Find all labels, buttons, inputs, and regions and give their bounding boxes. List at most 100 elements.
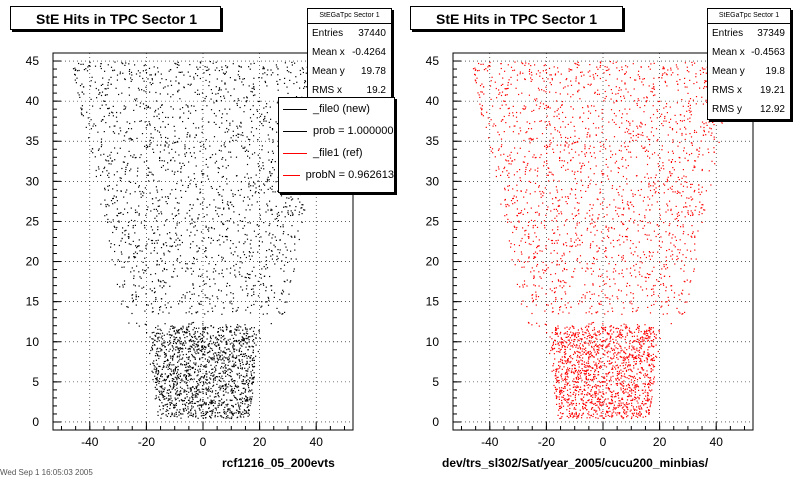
scatter-point	[219, 389, 221, 391]
scatter-point	[620, 96, 622, 98]
scatter-point	[107, 155, 109, 157]
scatter-point	[216, 213, 218, 215]
scatter-point	[713, 136, 715, 138]
scatter-point	[111, 259, 113, 261]
scatter-point	[691, 61, 693, 63]
scatter-point	[209, 74, 211, 76]
scatter-point	[171, 400, 173, 402]
scatter-point	[114, 264, 116, 266]
scatter-point	[212, 271, 214, 273]
scatter-point	[615, 336, 617, 338]
scatter-point	[153, 179, 155, 181]
scatter-point	[249, 222, 251, 224]
scatter-point	[668, 224, 670, 227]
scatter-point	[575, 245, 577, 247]
scatter-point	[545, 86, 547, 88]
scatter-point	[190, 412, 192, 414]
scatter-point	[193, 388, 196, 390]
scatter-point	[243, 339, 245, 341]
scatter-point	[167, 366, 169, 368]
scatter-point	[702, 154, 704, 156]
scatter-point	[219, 400, 221, 402]
scatter-point	[617, 358, 619, 360]
scatter-point	[241, 275, 243, 277]
scatter-point	[174, 413, 176, 415]
scatter-point	[247, 293, 249, 295]
scatter-point	[209, 377, 211, 379]
scatter-point	[180, 340, 182, 343]
scatter-point	[277, 211, 280, 214]
scatter-point	[295, 96, 298, 98]
scatter-point	[210, 186, 212, 188]
scatter-point	[571, 400, 573, 402]
scatter-point	[128, 180, 130, 182]
scatter-point	[128, 236, 130, 238]
scatter-point	[227, 392, 229, 394]
scatter-point	[188, 375, 190, 377]
scatter-point	[171, 276, 173, 278]
scatter-point	[153, 151, 155, 153]
scatter-point	[250, 131, 252, 133]
scatter-point	[191, 219, 193, 221]
scatter-point	[184, 407, 186, 409]
scatter-point	[553, 66, 555, 68]
scatter-point	[512, 69, 514, 72]
scatter-point	[125, 191, 127, 193]
scatter-point	[535, 236, 537, 238]
scatter-point	[202, 354, 204, 356]
scatter-point	[145, 144, 148, 146]
scatter-point	[128, 233, 130, 235]
scatter-point	[178, 239, 181, 241]
scatter-point	[566, 142, 568, 144]
scatter-point	[244, 146, 246, 148]
scatter-point	[239, 220, 241, 222]
scatter-point	[690, 250, 692, 252]
scatter-point	[654, 183, 656, 185]
scatter-point	[622, 202, 624, 204]
scatter-point	[696, 81, 698, 83]
scatter-point	[296, 81, 298, 83]
scatter-point	[623, 356, 625, 358]
scatter-point	[156, 115, 158, 117]
scatter-point	[246, 238, 249, 240]
scatter-point	[604, 328, 606, 331]
scatter-point	[259, 261, 261, 263]
scatter-point	[222, 387, 224, 389]
scatter-point	[260, 189, 262, 191]
scatter-point	[227, 386, 229, 388]
scatter-point	[159, 347, 161, 349]
scatter-point	[551, 346, 553, 348]
scatter-point	[203, 345, 206, 347]
scatter-point	[245, 396, 247, 398]
scatter-point	[649, 189, 652, 192]
scatter-point	[500, 120, 502, 122]
scatter-point	[556, 109, 558, 112]
scatter-point	[507, 84, 509, 86]
scatter-point	[259, 115, 262, 117]
scatter-point	[549, 352, 551, 355]
scatter-point	[143, 80, 145, 82]
scatter-point	[606, 338, 608, 340]
scatter-point	[193, 342, 195, 344]
scatter-point	[276, 255, 278, 257]
scatter-point	[532, 301, 534, 303]
scatter-point	[160, 144, 162, 146]
scatter-point	[161, 287, 163, 289]
scatter-point	[207, 344, 209, 346]
scatter-point	[107, 185, 109, 187]
scatter-point	[282, 254, 284, 256]
y-tick-label: 45	[26, 54, 40, 68]
scatter-point	[719, 120, 721, 122]
scatter-point	[641, 123, 643, 125]
scatter-point	[261, 123, 263, 125]
scatter-point	[217, 415, 219, 418]
scatter-point	[199, 368, 201, 370]
scatter-point	[195, 411, 197, 413]
scatter-point	[647, 155, 649, 157]
scatter-point	[560, 73, 562, 75]
scatter-point	[244, 403, 246, 405]
scatter-point	[163, 254, 165, 256]
scatter-point	[657, 295, 660, 297]
scatter-point	[214, 407, 216, 409]
scatter-point	[287, 213, 290, 215]
